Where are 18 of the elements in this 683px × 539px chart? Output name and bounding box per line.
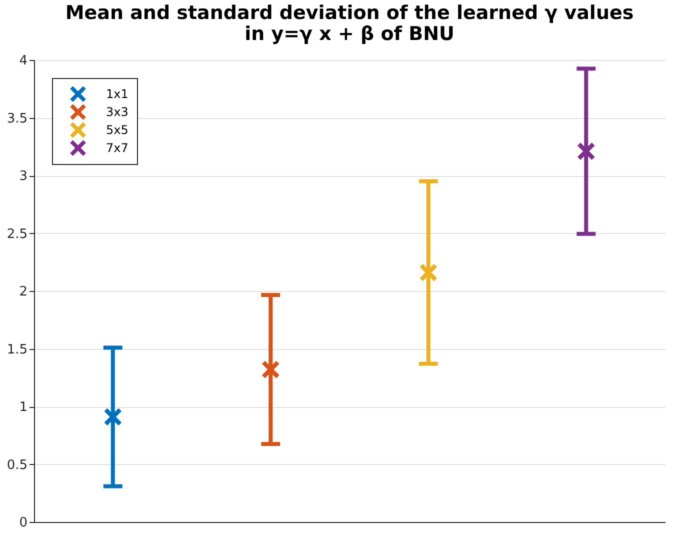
y-tick-label: 0.5 [6,458,28,473]
chart-title: Mean and standard deviation of the learned γ values in y=γ x + β of BNU [65,2,634,45]
point [262,360,280,378]
legend-label: 1x1 [106,87,128,101]
legend-label: 5x5 [106,123,128,137]
y-tick-label: 3.5 [6,111,28,126]
legend-label: 7x7 [106,141,128,155]
legend-label: 3x3 [106,105,128,119]
y-tick-label: 1.5 [6,342,28,358]
y-tick-label: 1 [19,400,28,415]
point [104,408,122,426]
point [577,142,595,160]
y-tick-label: 2.5 [6,226,28,242]
y-tick-label: 2 [19,284,28,300]
y-tick-label: 0 [19,516,28,530]
y-tick-label: 4 [19,54,28,68]
y-tick-label: 3 [19,169,28,184]
point [420,264,438,282]
